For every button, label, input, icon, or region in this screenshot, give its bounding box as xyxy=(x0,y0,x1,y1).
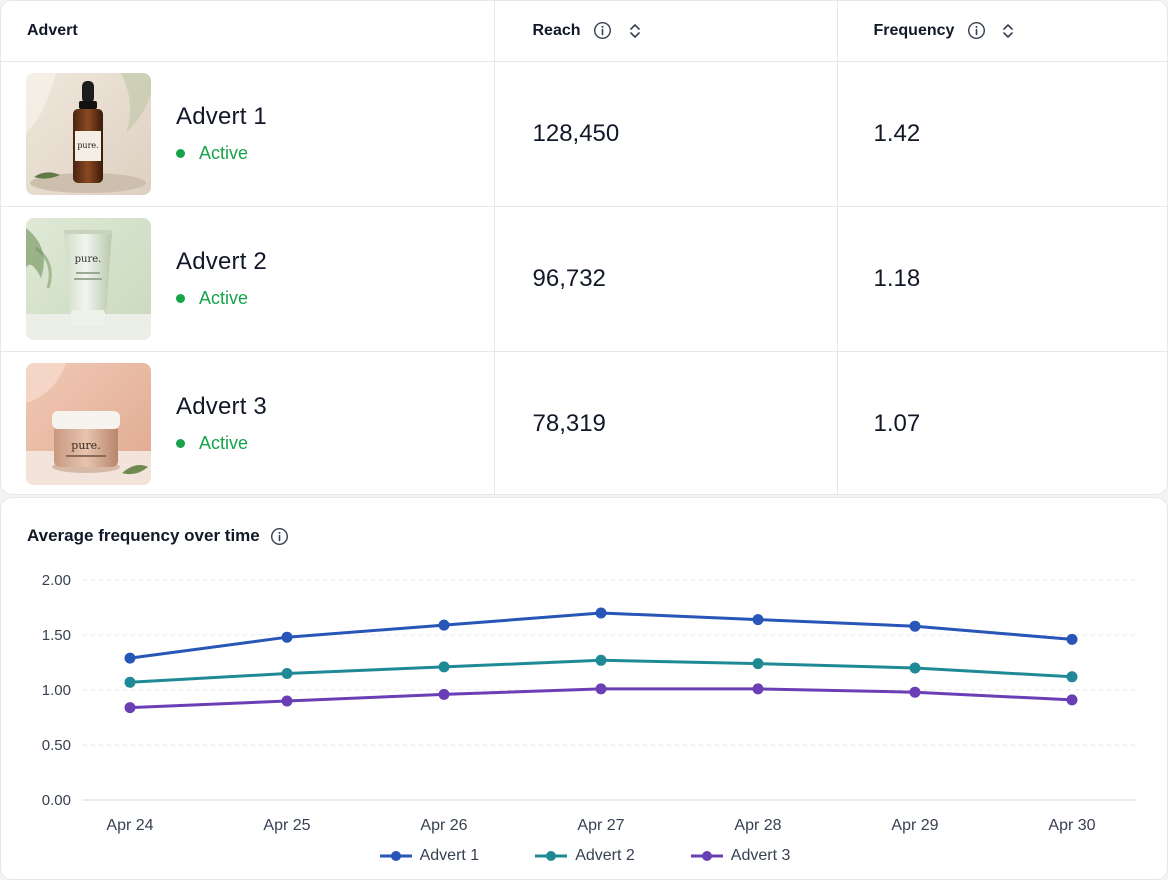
advert-name[interactable]: Advert 1 xyxy=(176,103,267,130)
chart-header: Average frequency over time xyxy=(27,526,290,546)
status-label: Active xyxy=(199,288,249,308)
advert-thumbnail[interactable]: pure. xyxy=(26,72,151,195)
column-header-advert: Advert xyxy=(1,1,495,62)
data-point[interactable] xyxy=(595,683,607,695)
dropper-bottle-image: pure. xyxy=(26,72,151,195)
reach-value: 96,732 xyxy=(494,206,838,352)
legend-swatch xyxy=(379,851,412,861)
status-dot-icon xyxy=(176,294,185,303)
y-tick-label: 1.00 xyxy=(42,682,71,699)
legend-swatch xyxy=(690,851,723,861)
x-tick-label: Apr 30 xyxy=(1048,817,1095,834)
sort-icon[interactable] xyxy=(625,21,645,41)
data-point[interactable] xyxy=(909,686,921,698)
adverts-table-card: Advert Reach Frequency xyxy=(0,0,1168,495)
x-tick-label: Apr 24 xyxy=(106,817,153,834)
line-chart: 0.00 0.50 1.00 1.50 2.00 Apr 24 Apr 25 Apr 26 Ap… xyxy=(42,572,1136,834)
status-dot-icon xyxy=(176,149,185,158)
data-point[interactable] xyxy=(438,661,450,673)
legend-item[interactable]: Advert 3 xyxy=(690,847,791,865)
data-point[interactable] xyxy=(438,619,450,631)
legend-swatch xyxy=(535,851,568,861)
data-point[interactable] xyxy=(595,607,607,619)
column-header-advert-label: Advert xyxy=(27,21,78,39)
sort-icon[interactable] xyxy=(998,21,1018,41)
frequency-value: 1.07 xyxy=(873,409,921,437)
reach-value: 78,319 xyxy=(494,351,838,494)
info-icon[interactable] xyxy=(966,21,986,41)
x-tick-label: Apr 26 xyxy=(420,817,467,834)
data-point[interactable] xyxy=(124,652,136,664)
data-point[interactable] xyxy=(281,668,293,679)
advert-cell: pure. Advert 2 Active xyxy=(1,206,495,352)
thumbnail-brand-label: pure. xyxy=(71,439,100,452)
data-point[interactable] xyxy=(1066,671,1078,683)
reach-value: 128,450 xyxy=(494,61,838,207)
legend-item[interactable]: Advert 1 xyxy=(379,847,480,865)
thumbnail-brand-label: pure. xyxy=(75,254,102,265)
data-point[interactable] xyxy=(1066,633,1078,645)
data-point[interactable] xyxy=(595,654,607,666)
y-tick-label: 0.50 xyxy=(42,737,71,754)
y-tick-label: 0.00 xyxy=(42,792,71,809)
frequency-chart-card: Average frequency over time 0.00 0.50 1.00… xyxy=(0,497,1168,880)
data-point[interactable] xyxy=(281,695,293,707)
y-tick-label: 1.50 xyxy=(42,627,71,644)
data-point[interactable] xyxy=(909,620,921,632)
table-header-row: Advert Reach Frequency xyxy=(1,1,1167,62)
table-row[interactable]: pure. Advert 3 Active 78 xyxy=(1,351,1167,494)
status-badge: Active xyxy=(176,143,267,164)
legend-label: Advert 2 xyxy=(575,847,635,864)
data-point[interactable] xyxy=(752,614,764,626)
column-header-frequency[interactable]: Frequency xyxy=(837,1,1167,62)
status-badge: Active xyxy=(176,288,267,309)
info-icon[interactable] xyxy=(270,526,290,546)
x-tick-label: Apr 29 xyxy=(891,817,938,834)
table-row[interactable]: pure. Advert 1 Active 128,450 1.4 xyxy=(1,61,1167,207)
thumbnail-brand-label: pure. xyxy=(77,141,98,150)
adverts-table: Advert Reach Frequency xyxy=(1,1,1167,494)
legend-label: Advert 3 xyxy=(730,847,791,864)
info-icon[interactable] xyxy=(593,21,613,41)
advert-thumbnail[interactable]: pure. xyxy=(26,362,151,485)
column-header-frequency-label: Frequency xyxy=(873,21,955,39)
x-tick-label: Apr 27 xyxy=(577,817,624,834)
jar-image: pure. xyxy=(26,362,151,485)
data-point[interactable] xyxy=(1066,694,1078,706)
status-label: Active xyxy=(199,433,249,454)
frequency-value: 1.18 xyxy=(837,206,1167,352)
data-point[interactable] xyxy=(752,658,764,670)
chart-title: Average frequency over time xyxy=(27,526,260,545)
advert-thumbnail[interactable]: pure. xyxy=(26,217,151,340)
legend-label: Advert 1 xyxy=(419,847,480,864)
advert-name[interactable]: Advert 3 xyxy=(176,393,267,421)
series-line-1 xyxy=(129,611,1073,660)
data-point[interactable] xyxy=(752,683,764,695)
column-header-reach[interactable]: Reach xyxy=(494,1,838,62)
y-tick-label: 2.00 xyxy=(42,572,71,589)
data-point[interactable] xyxy=(438,688,450,700)
data-point[interactable] xyxy=(909,662,921,674)
status-label: Active xyxy=(199,143,249,163)
legend-item[interactable]: Advert 2 xyxy=(535,847,635,865)
x-tick-label: Apr 25 xyxy=(263,817,310,834)
tube-image: pure. xyxy=(26,217,151,340)
advert-cell: pure. Advert 3 Active xyxy=(1,351,495,494)
column-header-reach-label: Reach xyxy=(532,21,581,39)
x-tick-label: Apr 28 xyxy=(734,817,781,834)
data-point[interactable] xyxy=(281,631,293,643)
status-dot-icon xyxy=(176,439,185,449)
status-badge: Active xyxy=(176,433,267,454)
table-row[interactable]: pure. Advert 2 Active xyxy=(1,206,1167,352)
chart-legend: Advert 1 Advert 2 Advert 3 xyxy=(1,847,1167,865)
data-point[interactable] xyxy=(124,702,136,714)
advert-name[interactable]: Advert 2 xyxy=(176,248,267,275)
data-point[interactable] xyxy=(124,676,136,688)
advert-cell: pure. Advert 1 Active xyxy=(1,61,495,207)
frequency-value: 1.42 xyxy=(837,61,1167,207)
